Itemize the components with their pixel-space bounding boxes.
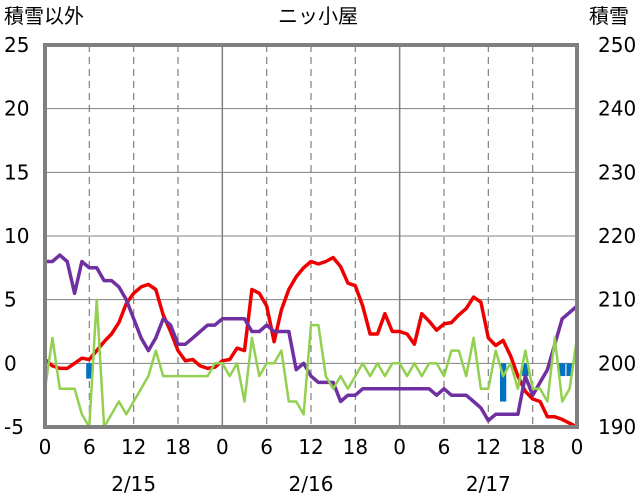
chart-title: ニッ小屋 — [278, 4, 358, 28]
right-axis-label: 積雪 — [589, 4, 629, 28]
x-tick-label: 0 — [393, 435, 406, 459]
x-tick-label: 18 — [343, 435, 368, 459]
x-tick-label: 0 — [39, 435, 52, 459]
right-tick-label: 250 — [598, 33, 636, 57]
right-tick-label: 200 — [598, 351, 636, 375]
series-lines — [43, 253, 579, 429]
tick-labels: -5 0 5 10 15 20 25 190 200 210 220 230 240 250 0 6 12 18 0… — [4, 33, 636, 496]
precip-bar — [86, 363, 93, 379]
precip-bar — [566, 363, 573, 377]
left-tick-label: 10 — [4, 224, 29, 248]
x-tick-label: 6 — [260, 435, 273, 459]
x-tick-label: 6 — [83, 435, 96, 459]
x-tick-label: 12 — [298, 435, 323, 459]
x-tick-label: 0 — [216, 435, 229, 459]
temperature-line — [43, 255, 579, 429]
left-tick-label: 15 — [4, 160, 29, 184]
x-tick-label: 12 — [476, 435, 501, 459]
right-tick-label: 220 — [598, 224, 636, 248]
precip-bars — [86, 363, 573, 402]
date-label: 2/17 — [466, 472, 511, 496]
x-tick-label: 18 — [165, 435, 190, 459]
left-tick-label: 20 — [4, 97, 29, 121]
wind-line — [43, 298, 579, 429]
left-tick-label: 0 — [4, 351, 17, 375]
snow-depth-line — [43, 253, 579, 423]
left-tick-label: 25 — [4, 33, 29, 57]
precip-bar — [559, 363, 566, 377]
grid — [45, 45, 577, 427]
x-tick-label: 18 — [520, 435, 545, 459]
precip-bar — [499, 363, 507, 402]
right-tick-label: 240 — [598, 97, 636, 121]
date-label: 2/16 — [289, 472, 334, 496]
right-tick-label: 230 — [598, 160, 636, 184]
left-axis-label: 積雪以外 — [4, 4, 84, 28]
date-label: 2/15 — [111, 472, 156, 496]
left-tick-label: 5 — [4, 288, 17, 312]
x-tick-label: 0 — [571, 435, 584, 459]
precip-bar — [522, 363, 529, 377]
plot-frame — [43, 43, 579, 429]
x-tick-label: 6 — [438, 435, 451, 459]
right-tick-label: 190 — [598, 415, 636, 439]
left-tick-label: -5 — [4, 415, 24, 439]
x-tick-label: 12 — [121, 435, 146, 459]
right-tick-label: 210 — [598, 288, 636, 312]
